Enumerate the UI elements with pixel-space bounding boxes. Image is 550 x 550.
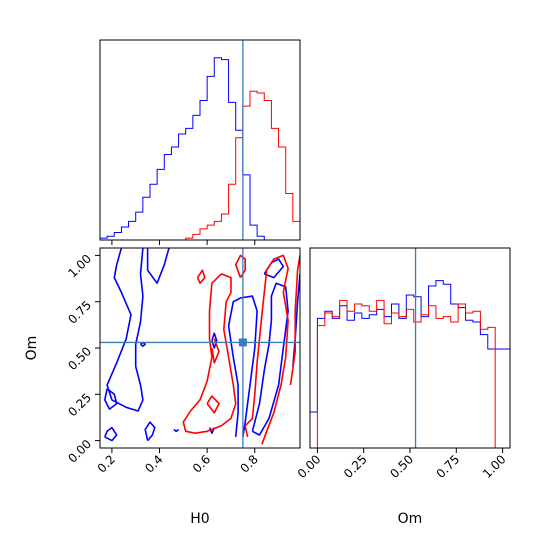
contour-0-path-0 bbox=[106, 248, 144, 412]
h0-tick-label-1: 0.4 bbox=[142, 452, 165, 475]
om-histogram-frame bbox=[309, 247, 511, 449]
contour-0-path-10 bbox=[173, 428, 180, 433]
contour-1-path-6 bbox=[206, 395, 220, 414]
contour-1-path-2 bbox=[234, 254, 246, 279]
om-tick-label-4: 1.00 bbox=[65, 252, 94, 281]
contour-1-path-4 bbox=[211, 338, 220, 364]
h0-histogram-series-0 bbox=[99, 57, 300, 241]
om-histogram-tick-label-1: 0.25 bbox=[341, 452, 370, 481]
om-tick-label-0: 0.00 bbox=[65, 437, 94, 466]
x-axis-label-om: Om bbox=[398, 511, 423, 527]
om-histogram-series-1 bbox=[310, 299, 510, 449]
contour-frame bbox=[99, 247, 301, 449]
om-histogram-tick-label-4: 1.00 bbox=[480, 452, 509, 481]
h0-histogram-frame bbox=[99, 39, 301, 241]
contour-0-path-6 bbox=[251, 282, 289, 436]
om-histogram-panel: 0.00 0.25 0.50 0.75 1.00 Om bbox=[295, 247, 511, 527]
contour-0-path-2 bbox=[104, 426, 118, 442]
om-tick-label-3: 0.75 bbox=[65, 298, 94, 327]
om-tick-label-2: 0.50 bbox=[65, 344, 94, 373]
om-histogram-tick-label-3: 0.75 bbox=[434, 452, 463, 481]
contour-0-path-3 bbox=[144, 421, 156, 442]
h0-tick-label-0: 0.2 bbox=[95, 452, 118, 475]
contour-1-path-3 bbox=[196, 269, 206, 284]
contour-0-path-1 bbox=[104, 388, 118, 410]
h0-om-contour-panel: 0.2 0.4 0.6 0.8 0.00 0.25 0.50 0.75 1.00 H0 Om bbox=[24, 247, 301, 527]
x-axis-label-h0: H0 bbox=[190, 511, 209, 527]
contour-0-path-4 bbox=[146, 248, 170, 284]
contour-0-path-5 bbox=[227, 295, 258, 438]
om-histogram-tick-label-0: 0.00 bbox=[295, 452, 324, 481]
contour-0-path-8 bbox=[211, 332, 218, 349]
h0-histogram-panel bbox=[99, 39, 301, 245]
truth-point bbox=[238, 338, 247, 347]
contour-1-path-0 bbox=[182, 273, 237, 434]
contour-1-path-1 bbox=[244, 254, 289, 445]
contour-1-path-5 bbox=[289, 255, 300, 386]
y-axis-label-om: Om bbox=[24, 336, 40, 361]
contour-0-path-11 bbox=[292, 273, 300, 367]
om-histogram-tick-label-2: 0.50 bbox=[387, 452, 416, 481]
h0-tick-label-2: 0.6 bbox=[190, 452, 213, 475]
h0-tick-label-3: 0.8 bbox=[237, 452, 260, 475]
om-tick-label-1: 0.25 bbox=[65, 391, 94, 420]
